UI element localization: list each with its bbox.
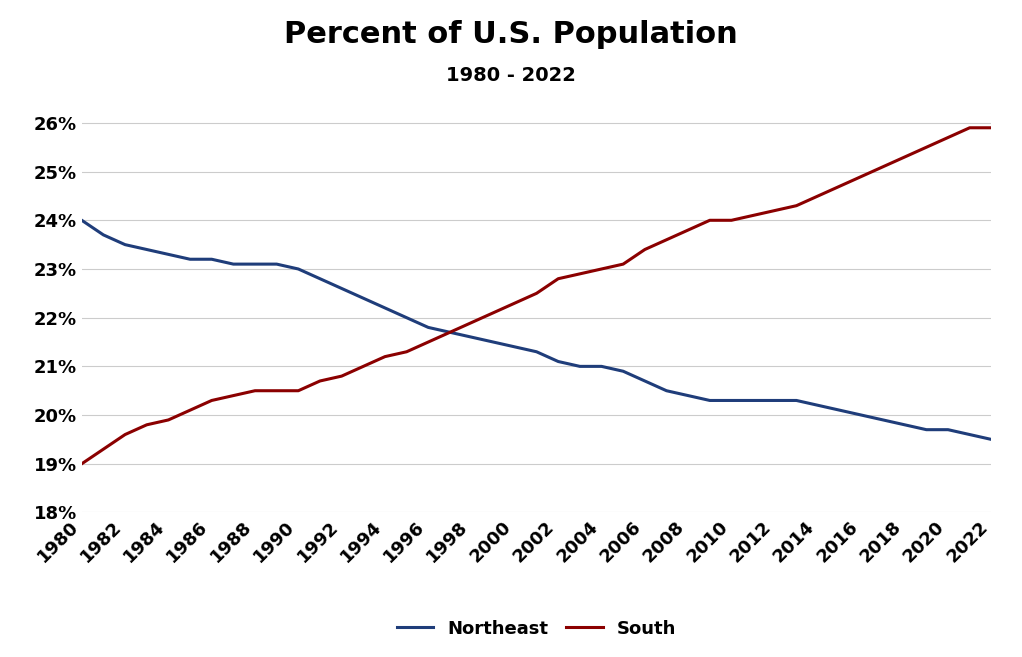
South: [682, 226, 694, 234]
South: [639, 246, 651, 254]
South: [942, 133, 955, 141]
South: [726, 216, 738, 224]
South: [704, 216, 716, 224]
South: [271, 387, 283, 395]
South: [227, 392, 239, 399]
South: [509, 299, 521, 307]
South: [747, 212, 759, 219]
Northeast: [985, 436, 997, 443]
Northeast: [790, 397, 802, 405]
Line: South: South: [82, 127, 991, 464]
South: [335, 372, 347, 380]
Northeast: [314, 275, 326, 283]
Northeast: [379, 304, 391, 312]
Northeast: [401, 314, 413, 322]
Northeast: [704, 397, 716, 405]
Northeast: [119, 240, 131, 248]
Northeast: [855, 411, 868, 419]
Northeast: [682, 392, 694, 399]
South: [617, 260, 630, 268]
Northeast: [509, 343, 521, 351]
South: [552, 275, 564, 283]
Northeast: [444, 328, 456, 336]
South: [985, 124, 997, 131]
South: [184, 406, 196, 414]
South: [97, 445, 109, 453]
Northeast: [465, 333, 477, 341]
South: [119, 430, 131, 438]
Northeast: [639, 377, 651, 385]
Northeast: [877, 416, 889, 424]
Northeast: [227, 260, 239, 268]
Northeast: [292, 265, 305, 273]
South: [357, 363, 369, 371]
South: [769, 206, 781, 214]
Legend: Northeast, South: Northeast, South: [389, 612, 684, 645]
Text: 1980 - 2022: 1980 - 2022: [446, 66, 576, 85]
Northeast: [422, 323, 434, 331]
South: [422, 338, 434, 346]
South: [487, 309, 500, 317]
South: [596, 265, 608, 273]
South: [314, 377, 326, 385]
South: [877, 163, 889, 171]
Northeast: [141, 246, 153, 254]
South: [401, 348, 413, 355]
South: [855, 173, 868, 181]
South: [573, 270, 586, 278]
Northeast: [335, 284, 347, 292]
Northeast: [205, 256, 218, 263]
Northeast: [249, 260, 262, 268]
Northeast: [747, 397, 759, 405]
South: [379, 353, 391, 361]
Northeast: [920, 426, 932, 434]
South: [162, 416, 175, 424]
South: [660, 236, 672, 244]
Northeast: [660, 387, 672, 395]
Line: Northeast: Northeast: [82, 220, 991, 440]
Northeast: [811, 401, 824, 409]
Northeast: [964, 430, 976, 438]
Northeast: [552, 357, 564, 365]
Northeast: [530, 348, 543, 355]
Northeast: [271, 260, 283, 268]
Northeast: [596, 363, 608, 371]
Northeast: [942, 426, 955, 434]
Northeast: [357, 294, 369, 302]
Northeast: [76, 216, 88, 224]
South: [920, 143, 932, 151]
South: [249, 387, 262, 395]
South: [205, 397, 218, 405]
South: [530, 289, 543, 297]
Northeast: [573, 363, 586, 371]
Northeast: [184, 256, 196, 263]
Northeast: [769, 397, 781, 405]
Northeast: [834, 406, 846, 414]
Northeast: [97, 231, 109, 239]
South: [465, 319, 477, 327]
South: [790, 202, 802, 210]
Northeast: [726, 397, 738, 405]
Northeast: [487, 338, 500, 346]
Northeast: [617, 367, 630, 375]
Northeast: [162, 250, 175, 258]
South: [898, 153, 911, 161]
South: [141, 421, 153, 429]
South: [811, 192, 824, 200]
South: [964, 124, 976, 131]
South: [76, 460, 88, 468]
South: [834, 182, 846, 190]
South: [292, 387, 305, 395]
Northeast: [898, 421, 911, 429]
South: [444, 328, 456, 336]
Text: Percent of U.S. Population: Percent of U.S. Population: [284, 20, 738, 49]
